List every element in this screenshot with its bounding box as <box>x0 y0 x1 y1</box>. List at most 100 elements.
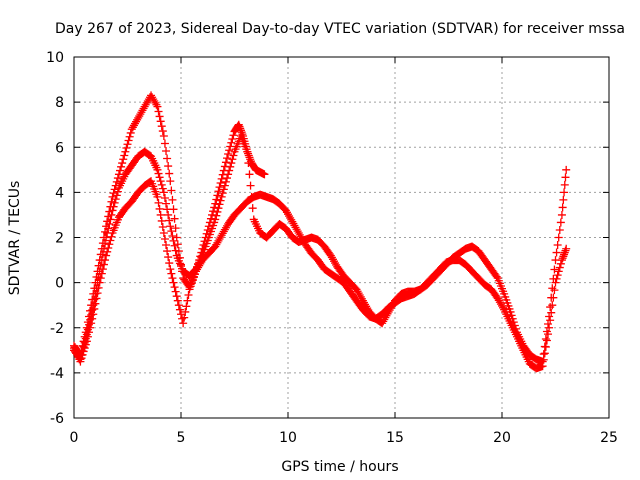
data-point-marker <box>154 198 163 207</box>
data-point-marker <box>104 244 113 253</box>
data-points <box>70 91 571 373</box>
data-point-marker <box>87 319 96 328</box>
data-point-marker <box>499 303 508 312</box>
data-point-marker <box>562 165 571 174</box>
data-point-marker <box>552 274 561 283</box>
data-point-marker <box>541 342 550 351</box>
data-point-marker <box>216 196 225 205</box>
data-point-marker <box>212 195 221 204</box>
data-point-marker <box>93 289 102 298</box>
y-axis-label: SDTVAR / TECUs <box>7 181 23 296</box>
y-tick-label: -4 <box>50 366 64 382</box>
data-point-marker <box>163 247 172 256</box>
data-point-marker <box>224 150 233 159</box>
data-point-marker <box>182 302 191 311</box>
data-point-marker <box>248 204 257 213</box>
data-point-marker <box>105 219 114 228</box>
data-point-marker <box>169 278 178 287</box>
data-point-marker <box>108 206 117 215</box>
data-point-marker <box>103 247 112 256</box>
data-point-marker <box>124 136 133 145</box>
x-tick-label: 15 <box>386 430 404 446</box>
data-point-marker <box>219 185 228 194</box>
data-point-marker <box>165 216 174 225</box>
data-point-marker <box>167 186 176 195</box>
data-point-marker <box>155 173 164 182</box>
data-point-marker <box>120 151 129 160</box>
data-point-marker <box>162 241 171 250</box>
data-point-marker <box>550 286 559 295</box>
data-point-marker <box>225 146 234 155</box>
data-point-marker <box>125 132 134 141</box>
data-point-marker <box>244 151 253 160</box>
y-tick-label: 8 <box>55 95 64 111</box>
data-point-marker <box>561 173 570 182</box>
data-point-marker <box>234 120 243 129</box>
data-point-marker <box>107 210 116 219</box>
x-tick-label: 25 <box>600 430 618 446</box>
data-point-marker <box>179 319 188 328</box>
data-point-marker <box>91 299 100 308</box>
data-point-marker <box>171 246 180 255</box>
data-point-marker <box>80 344 89 353</box>
y-axis-ticks: -6 -4 -2 0 2 4 6 8 10 <box>46 50 609 427</box>
data-point-marker <box>94 283 103 292</box>
data-point-marker <box>235 122 244 131</box>
data-point-marker <box>229 151 238 160</box>
data-point-marker <box>77 354 86 363</box>
data-point-marker <box>551 278 560 287</box>
data-point-marker <box>166 177 175 186</box>
data-point-marker <box>156 117 165 126</box>
data-point-marker <box>555 225 564 234</box>
data-point-marker <box>492 272 501 281</box>
data-point-marker <box>215 183 224 192</box>
data-point-marker <box>153 165 162 174</box>
data-point-marker <box>168 195 177 204</box>
data-point-marker <box>84 328 93 337</box>
data-point-marker <box>557 210 566 219</box>
data-point-marker <box>558 203 567 212</box>
data-point-marker <box>218 189 227 198</box>
data-point-marker <box>157 216 166 225</box>
data-point-marker <box>213 191 222 200</box>
data-point-marker <box>215 200 224 209</box>
data-point-marker <box>227 159 236 168</box>
data-point-marker <box>175 305 184 314</box>
data-point-marker <box>246 181 255 190</box>
data-point-marker <box>102 233 111 242</box>
data-point-marker <box>546 303 555 312</box>
data-point-marker <box>216 178 225 187</box>
x-tick-label: 0 <box>70 430 79 446</box>
data-point-marker <box>112 191 121 200</box>
data-point-marker <box>540 349 549 358</box>
data-point-marker <box>214 204 223 213</box>
data-point-marker <box>104 224 113 233</box>
data-point-marker <box>159 188 168 197</box>
data-point-marker <box>152 100 161 109</box>
data-point-marker <box>83 332 92 341</box>
data-point-marker <box>156 177 165 186</box>
data-point-marker <box>118 159 127 168</box>
data-point-marker <box>95 278 104 287</box>
data-point-marker <box>244 149 253 158</box>
data-point-marker <box>155 204 164 213</box>
data-point-marker <box>166 265 175 274</box>
data-point-marker <box>229 131 238 140</box>
data-point-marker <box>549 293 558 302</box>
data-point-marker <box>553 271 562 280</box>
data-point-marker <box>213 207 222 216</box>
data-point-marker <box>221 177 230 186</box>
data-point-marker <box>165 169 174 178</box>
data-point-marker <box>260 170 269 179</box>
y-tick-label: -2 <box>50 321 64 337</box>
data-point-marker <box>88 314 97 323</box>
data-point-marker <box>181 307 190 316</box>
data-point-marker <box>81 340 90 349</box>
data-point-marker <box>539 355 548 364</box>
data-point-marker <box>546 316 555 325</box>
data-point-marker <box>545 312 554 321</box>
y-tick-label: 4 <box>55 185 64 201</box>
data-point-marker <box>163 154 172 163</box>
data-point-marker <box>171 224 180 233</box>
